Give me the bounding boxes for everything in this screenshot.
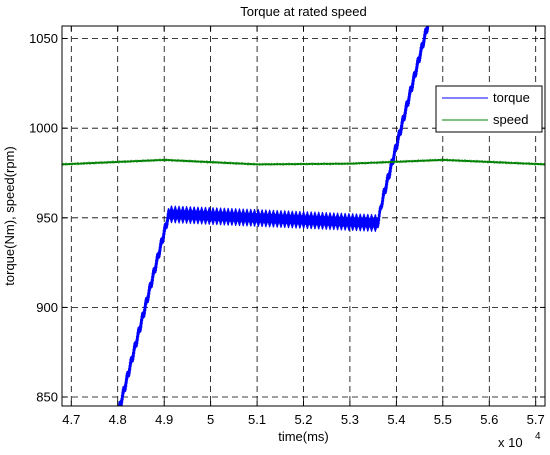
x-axis-multiplier-exponent: 4 bbox=[535, 431, 541, 442]
x-axis-multiplier: x 10 4 bbox=[498, 431, 541, 450]
x-tick-label: 4.7 bbox=[62, 412, 80, 427]
series-line-torque bbox=[117, 26, 430, 406]
y-axis-label: torque(Nm), speed(rpm) bbox=[2, 146, 17, 285]
x-tick-label: 4.8 bbox=[109, 412, 127, 427]
x-tick-label: 5.3 bbox=[341, 412, 359, 427]
x-tick-label: 5.4 bbox=[387, 412, 405, 427]
x-tick-label: 5 bbox=[207, 412, 214, 427]
x-tick-label: 5.5 bbox=[434, 412, 452, 427]
y-tick-label: 1050 bbox=[29, 31, 58, 46]
y-tick-label: 1000 bbox=[29, 121, 58, 136]
legend-box bbox=[435, 85, 543, 133]
chart-title: Torque at rated speed bbox=[240, 4, 366, 19]
legend: torque speed bbox=[435, 85, 543, 133]
x-tick-label: 5.6 bbox=[480, 412, 498, 427]
x-tick-label: 5.1 bbox=[248, 412, 266, 427]
x-tick-label: 4.9 bbox=[155, 412, 173, 427]
x-tick-label: 5.2 bbox=[294, 412, 312, 427]
y-tick-label: 950 bbox=[36, 210, 58, 225]
x-tick-label: 5.7 bbox=[527, 412, 545, 427]
y-tick-label: 850 bbox=[36, 390, 58, 405]
axis-ticks: 4.7 4.8 4.9 5 5.1 5.2 5.3 5.4 5.5 5.6 5.7 850 900 950… bbox=[29, 26, 545, 427]
x-axis-label: time(ms) bbox=[278, 429, 329, 444]
x-axis-multiplier-base: x 10 bbox=[498, 435, 523, 450]
series-line-speed bbox=[62, 157, 545, 167]
series-layer bbox=[62, 26, 545, 406]
legend-label-torque: torque bbox=[493, 90, 530, 105]
legend-label-speed: speed bbox=[493, 112, 528, 127]
y-tick-label: 900 bbox=[36, 300, 58, 315]
